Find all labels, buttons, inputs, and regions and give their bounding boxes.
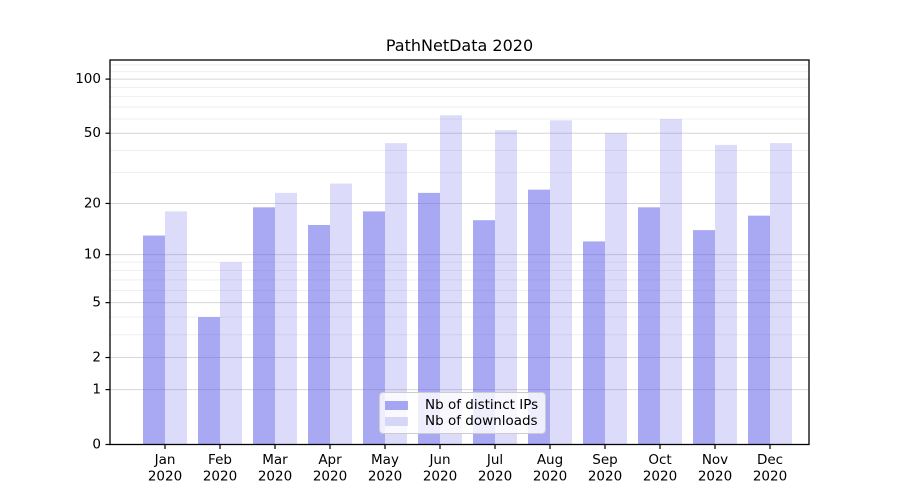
bar-sep-distinct-ips (583, 241, 605, 445)
legend-entry-downloads: Nb of downloads (385, 413, 538, 429)
x-tick-label-month: Aug (537, 452, 563, 468)
x-tick-label-year: 2020 (588, 469, 622, 485)
x-tick-label-month: Jan (154, 452, 176, 468)
x-tick-label-year: 2020 (698, 469, 732, 485)
legend: Nb of distinct IPs Nb of downloads (379, 392, 546, 434)
x-tick-label-year: 2020 (533, 469, 567, 485)
bar-feb-downloads (220, 262, 242, 445)
bar-feb-distinct-ips (198, 317, 220, 445)
bar-aug-distinct-ips (528, 189, 550, 445)
x-tick-label-year: 2020 (753, 469, 787, 485)
x-tick-label-month: Jun (428, 452, 450, 468)
y-tick-label: 2 (92, 350, 101, 366)
x-tick-label-month: Mar (262, 452, 288, 468)
y-tick-label: 100 (75, 71, 101, 87)
bar-dec-downloads (770, 143, 792, 445)
x-tick-label-year: 2020 (313, 469, 347, 485)
legend-swatch-downloads (385, 416, 408, 426)
bar-jun-downloads (440, 115, 462, 445)
x-tick-label-month: Jul (486, 452, 503, 468)
legend-swatch-distinct-ips (385, 400, 408, 410)
x-tick-label-month: Nov (702, 452, 728, 468)
x-tick-label-year: 2020 (258, 469, 292, 485)
bar-may-downloads (385, 143, 407, 445)
bar-aug-downloads (550, 120, 572, 445)
x-tick-label-month: May (371, 452, 399, 468)
bar-jul-downloads (495, 130, 517, 445)
bar-oct-downloads (660, 119, 682, 445)
x-tick-label-year: 2020 (423, 469, 457, 485)
x-tick-label-year: 2020 (643, 469, 677, 485)
bar-jan-downloads (165, 211, 187, 445)
x-tick-label-year: 2020 (203, 469, 237, 485)
x-tick-label-month: Apr (318, 452, 342, 468)
x-tick-label-year: 2020 (368, 469, 402, 485)
legend-entry-distinct-ips: Nb of distinct IPs (385, 397, 539, 413)
y-tick-label: 5 (92, 295, 101, 311)
bar-oct-distinct-ips (638, 207, 660, 445)
y-tick-label: 20 (84, 195, 101, 211)
x-tick-label-month: Feb (208, 452, 232, 468)
plot-border (109, 59, 810, 446)
bar-nov-distinct-ips (693, 230, 715, 445)
legend-label-distinct-ips: Nb of distinct IPs (425, 397, 539, 413)
bar-jun-distinct-ips (418, 192, 440, 445)
y-tick-label: 1 (92, 382, 101, 398)
bar-may-distinct-ips (363, 211, 385, 445)
x-tick-label-year: 2020 (478, 469, 512, 485)
y-tick-label: 0 (92, 437, 101, 453)
x-tick-label-month: Sep (592, 452, 617, 468)
bar-apr-distinct-ips (308, 224, 330, 445)
x-tick-label-month: Oct (648, 452, 671, 468)
bar-mar-distinct-ips (253, 207, 275, 445)
bar-dec-distinct-ips (748, 215, 770, 445)
bar-mar-downloads (275, 192, 297, 445)
y-tick-label: 10 (84, 247, 101, 263)
legend-label-downloads: Nb of downloads (425, 413, 538, 429)
bar-jul-distinct-ips (473, 220, 495, 445)
bar-jan-distinct-ips (143, 235, 165, 445)
y-tick-label: 50 (84, 125, 101, 141)
bar-nov-downloads (715, 144, 737, 445)
bar-sep-downloads (605, 133, 627, 445)
bar-apr-downloads (330, 183, 352, 445)
chart-title: PathNetData 2020 (385, 36, 534, 55)
x-tick-label-month: Dec (757, 452, 783, 468)
x-tick-label-year: 2020 (148, 469, 182, 485)
